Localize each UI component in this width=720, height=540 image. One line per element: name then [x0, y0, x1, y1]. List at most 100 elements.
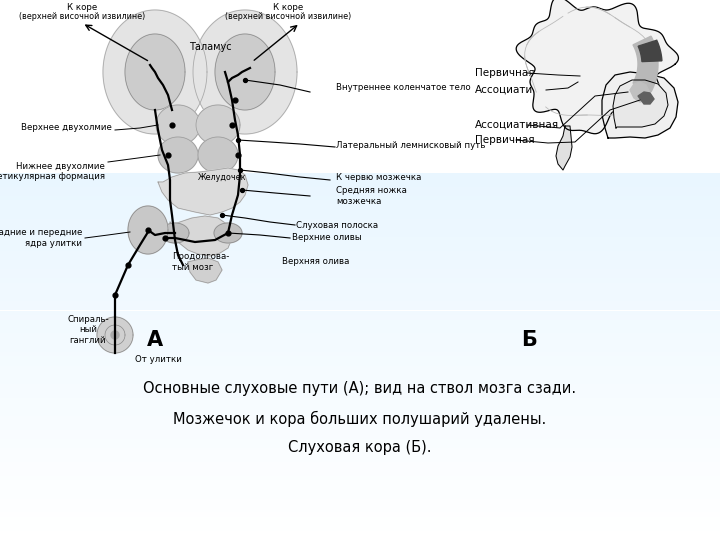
Polygon shape — [215, 34, 275, 110]
Bar — [0, 443, 720, 448]
Bar — [0, 356, 720, 361]
Point — [109, 291, 121, 299]
Text: Первичная: Первичная — [475, 135, 535, 145]
Bar — [0, 306, 720, 310]
Point — [222, 228, 234, 237]
Bar — [0, 205, 720, 210]
Bar — [0, 255, 720, 260]
Bar — [0, 241, 720, 246]
Polygon shape — [630, 82, 650, 102]
Bar — [0, 411, 720, 416]
Bar — [0, 485, 720, 489]
Bar — [0, 370, 720, 375]
Polygon shape — [602, 72, 678, 138]
Text: Первичная: Первичная — [475, 68, 535, 78]
Bar — [0, 421, 720, 426]
Bar — [0, 251, 720, 255]
Text: Слуховая кора (Б).: Слуховая кора (Б). — [288, 440, 432, 455]
Bar — [0, 219, 720, 223]
Bar — [0, 430, 720, 434]
Bar — [0, 467, 720, 471]
Bar — [0, 375, 720, 379]
Polygon shape — [158, 137, 198, 173]
Bar — [0, 191, 720, 195]
Polygon shape — [633, 36, 658, 92]
Bar — [0, 214, 720, 219]
Polygon shape — [111, 331, 119, 339]
Polygon shape — [214, 223, 242, 243]
Bar — [0, 0, 720, 173]
Point — [143, 226, 154, 234]
Bar — [0, 347, 720, 352]
Bar — [0, 494, 720, 499]
Bar — [0, 200, 720, 205]
Text: Средняя ножка
мозжечка: Средняя ножка мозжечка — [336, 186, 407, 206]
Bar — [0, 246, 720, 251]
Bar — [0, 265, 720, 269]
Polygon shape — [158, 168, 248, 215]
Bar — [0, 232, 720, 237]
Polygon shape — [125, 34, 185, 110]
Text: (верхней височной извилине): (верхней височной извилине) — [225, 12, 351, 21]
Bar — [0, 310, 720, 315]
Polygon shape — [128, 206, 168, 254]
Point — [239, 76, 251, 84]
Bar — [0, 476, 720, 481]
Bar — [0, 393, 720, 397]
Point — [229, 96, 240, 104]
Text: К коре: К коре — [67, 3, 97, 12]
Bar — [0, 508, 720, 512]
Bar — [0, 481, 720, 485]
Bar — [0, 324, 720, 329]
Polygon shape — [198, 137, 238, 173]
Bar — [0, 301, 720, 306]
Bar — [0, 352, 720, 356]
Bar — [0, 453, 720, 457]
Bar — [0, 526, 720, 531]
Bar — [0, 269, 720, 274]
Text: Верхние оливы: Верхние оливы — [292, 233, 361, 242]
Bar — [0, 287, 720, 292]
Bar — [0, 338, 720, 342]
Text: Ретикулярная формация: Ретикулярная формация — [0, 172, 105, 181]
Bar — [0, 384, 720, 388]
Point — [162, 151, 174, 159]
Bar — [0, 434, 720, 439]
Polygon shape — [170, 216, 232, 256]
Bar — [0, 260, 720, 265]
Point — [166, 120, 178, 129]
Bar — [0, 489, 720, 494]
Bar — [0, 186, 720, 191]
Bar — [0, 173, 720, 177]
Polygon shape — [556, 126, 572, 170]
Text: От улитки: От улитки — [135, 355, 182, 364]
Bar — [0, 224, 720, 228]
Bar — [0, 228, 720, 232]
Bar — [0, 439, 720, 443]
Bar — [0, 342, 720, 347]
Bar — [0, 315, 720, 320]
Text: Верхняя олива: Верхняя олива — [282, 258, 349, 267]
Bar — [0, 536, 720, 540]
Text: А: А — [147, 330, 163, 350]
Polygon shape — [97, 317, 133, 353]
Text: Желудочек: Желудочек — [198, 173, 246, 183]
Point — [233, 151, 244, 159]
Bar — [0, 320, 720, 324]
Text: Верхнее двухолмие: Верхнее двухолмие — [21, 124, 112, 132]
Bar — [0, 517, 720, 522]
Bar — [0, 274, 720, 279]
Polygon shape — [196, 105, 240, 145]
Text: Ассоциативная: Ассоциативная — [475, 120, 559, 130]
Bar — [0, 177, 720, 182]
Bar — [0, 379, 720, 384]
Text: Задние и передние
ядра улитки: Задние и передние ядра улитки — [0, 228, 82, 248]
Bar — [0, 237, 720, 241]
Bar — [0, 407, 720, 411]
Bar — [0, 366, 720, 370]
Bar — [0, 361, 720, 366]
Text: Основные слуховые пути (А); вид на ствол мозга сзади.: Основные слуховые пути (А); вид на ствол… — [143, 381, 577, 396]
Text: К червю мозжечка: К червю мозжечка — [336, 172, 421, 181]
Point — [122, 261, 134, 269]
Polygon shape — [156, 105, 200, 145]
